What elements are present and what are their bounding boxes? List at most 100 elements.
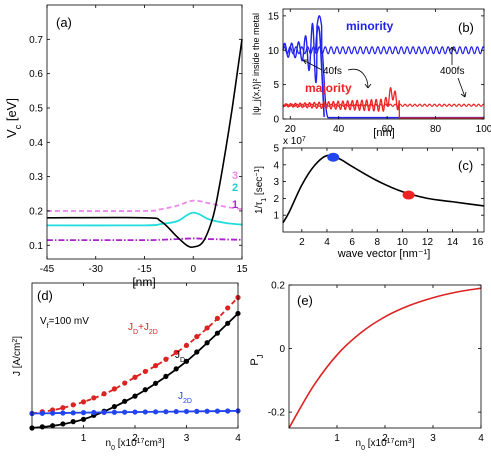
panel-b-400fs-label: 400fs	[440, 66, 464, 77]
panel-e-polarization-line	[288, 287, 482, 429]
panel-d-plot-area	[29, 294, 241, 431]
panel-d-series-1-point	[39, 424, 45, 430]
panel-d-series-0-point	[60, 405, 66, 411]
panel-a: (a) Vc [eV] [nm] 3 2 1 -45 -30 -15 0 15 0.1 0.…	[4, 4, 248, 289]
panel-c-ylabel: 1/τ1 [sec−1]	[254, 166, 268, 214]
panel-d-series-label-jd: JD	[175, 350, 185, 364]
panel-d-series-2-point	[91, 409, 97, 416]
panel-b-arrows	[302, 46, 467, 98]
panel-d-series-0-point	[163, 356, 169, 362]
panel-d-series-1-point	[60, 421, 66, 427]
panel-d-series-2-point	[204, 408, 210, 414]
panel-c-ytick-label: 1	[273, 211, 279, 222]
panel-c-plot-area	[282, 152, 485, 224]
panel-d-series-0-point	[101, 391, 107, 397]
panel-d-series-0-point	[204, 325, 210, 331]
panel-c-xtick-label: 8	[374, 237, 380, 248]
panel-d-series-1-point	[225, 320, 231, 326]
panel-d-series-1-point	[122, 398, 128, 404]
panel-a-series-2-line	[46, 211, 243, 227]
panel-c-ytick-label: 2	[273, 194, 279, 205]
panel-c-ytick-label: 5	[273, 144, 279, 155]
panel-d: (d) Vf=100 mV J [A/cm2] n0 [x1017cm3] JD…	[12, 282, 241, 452]
panel-d-series-0-point	[80, 399, 87, 405]
panel-d-series-2-point	[111, 409, 117, 415]
panel-c-marker-blue	[327, 152, 340, 162]
panel-d-label: (d)	[37, 288, 53, 303]
panel-d-series-1-point	[142, 387, 148, 393]
panel-a-series-label-1: 1	[232, 199, 238, 211]
arrow-40fs-majority	[347, 68, 369, 89]
panel-c-xtick-label: 14	[447, 237, 459, 248]
panel-d-series-2-point	[183, 408, 190, 415]
panel-d-series-0-point	[173, 349, 179, 355]
panel-a-xtick-label: 15	[236, 264, 248, 275]
panel-c-ytick-label: 4	[273, 160, 279, 171]
panel-a-ytick-label: 0.1	[29, 241, 43, 252]
panel-b-xlabel: [nm]	[373, 127, 394, 139]
panel-d-series-0-point	[142, 368, 148, 375]
panel-a-xtick-label: 0	[190, 264, 196, 275]
panel-d-series-0-point	[91, 395, 97, 401]
panel-b-xtick-label: 100	[476, 124, 491, 135]
panel-a-series-1-line	[46, 237, 243, 242]
panel-d-series-1-point	[132, 393, 138, 399]
panel-d-xtick-label: 4	[235, 433, 241, 444]
panel-d-series-2-point	[50, 410, 56, 416]
panel-a-ytick-label: 0.3	[29, 172, 43, 183]
panel-c-xtick-label: 10	[397, 237, 409, 248]
panel-a-xtick-label: -30	[89, 264, 104, 275]
panel-c-rate-line	[282, 154, 485, 224]
panel-b-ylabel: |ψ_j(x,t)|² inside the metal	[251, 13, 261, 115]
panel-d-series-0-point	[122, 380, 128, 386]
panel-c-xtick-label: 6	[349, 237, 355, 248]
panel-a-plot-area	[46, 39, 243, 248]
panel-a-ticks: -45 -30 -15 0 15 0.1 0.2 0.3 0.4 0.5 0.6 0.7	[29, 5, 248, 275]
panel-d-series-0-point	[194, 334, 200, 340]
panel-a-ytick-label: 0.4	[29, 138, 43, 149]
panel-b-ytick-label: 0	[273, 115, 279, 126]
panel-d-series-1-point	[111, 403, 117, 410]
panel-d-series-0-point	[70, 402, 76, 408]
panel-e-ylabel: PJ	[249, 354, 265, 365]
panel-c-xtick-label: 16	[472, 237, 484, 248]
arrow-40fs-minority	[302, 59, 323, 71]
panel-b-ytick-label: 5	[273, 80, 279, 91]
panel-a-xtick-label: -45	[40, 264, 55, 275]
panel-c-label: (c)	[458, 158, 473, 173]
panel-d-ylabel: J [A/cm2]	[12, 336, 24, 376]
panel-b-minority-400fs-line	[282, 46, 485, 55]
panel-b-xtick-label: 60	[382, 124, 394, 135]
panel-d-series-label-j2d: J2D	[178, 391, 192, 405]
panel-d-series-0-point	[111, 386, 117, 392]
panel-c-xtick-label: 4	[324, 237, 330, 248]
panel-d-series-1-point	[183, 358, 190, 364]
panel-a-series-label-2: 2	[232, 182, 238, 194]
panel-d-series-1-point	[194, 349, 200, 355]
panel-d-series-0-point	[153, 363, 159, 369]
panel-b-majority-400fs-line	[282, 103, 485, 107]
panel-d-series-0-point	[214, 315, 220, 321]
panel-d-series-2-point	[142, 409, 148, 415]
panel-e-ytick-label: 0	[279, 344, 285, 355]
panel-e-ytick-label: -0.2	[268, 408, 286, 419]
panel-b-xtick-label: 80	[430, 124, 442, 135]
panel-e-xtick-label: 2	[382, 433, 388, 444]
panel-e-xlabel: n0 [x1017cm3]	[356, 438, 415, 452]
panel-b-minority-peak	[314, 25, 325, 117]
panel-b-ytick-label: 10	[268, 46, 280, 57]
panel-a-xlabel: [nm]	[132, 275, 155, 289]
panel-d-series-2-point	[39, 410, 45, 416]
panel-b-xtick-label: 40	[333, 124, 345, 135]
panel-d-series-1-point	[163, 373, 169, 379]
panel-a-ylabel: Vc [eV]	[4, 98, 23, 138]
panel-d-series-0-point	[132, 374, 138, 380]
panel-a-xtick-label: -15	[137, 264, 152, 275]
panel-d-series-1-point	[153, 380, 159, 386]
panel-d-series-2-point	[163, 409, 169, 415]
panel-e-xtick-label: 4	[478, 433, 484, 444]
panel-d-series-2-point	[122, 409, 128, 415]
panel-b-xtick-label: 20	[285, 124, 297, 135]
panel-d-series-2-point	[70, 410, 76, 416]
